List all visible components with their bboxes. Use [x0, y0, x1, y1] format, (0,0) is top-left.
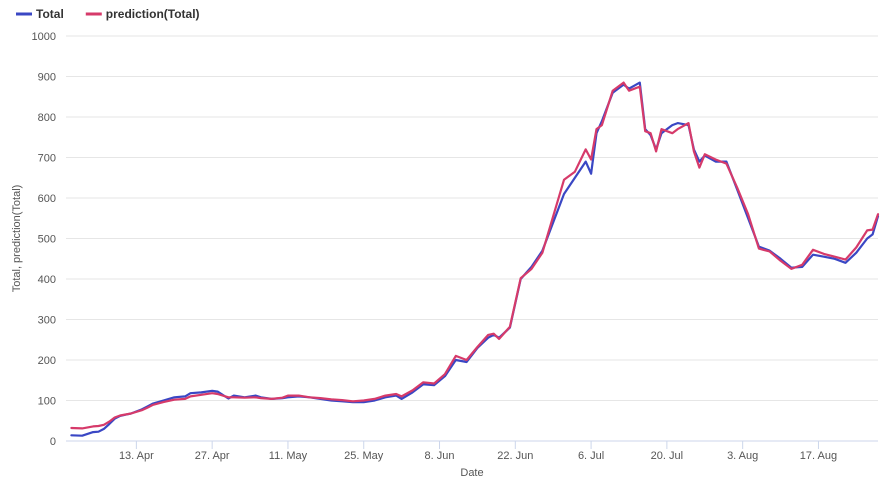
y-axis-ticks: 0 100 200 300 400 500 600 700 800 900 1000 — [32, 31, 56, 448]
y-tick-label: 800 — [38, 112, 56, 124]
series-line-prediction-total[interactable] — [70, 81, 880, 430]
legend-item-prediction-total[interactable]: prediction(Total) — [85, 7, 200, 21]
y-tick-label: 500 — [38, 234, 56, 246]
legend[interactable]: Total prediction(Total) — [16, 7, 200, 21]
y-axis-title: Total, prediction(Total) — [11, 185, 23, 293]
y-gridlines — [66, 35, 878, 401]
legend-label: prediction(Total) — [106, 7, 200, 21]
legend-label: Total — [36, 7, 64, 21]
legend-item-total[interactable]: Total — [16, 7, 64, 21]
x-tick-label: 11. May — [269, 450, 308, 462]
x-tick-label: 6. Jul — [578, 450, 604, 462]
y-tick-label: 600 — [38, 193, 56, 205]
x-tick-label: 17. Aug — [800, 450, 837, 462]
series-lines — [70, 81, 880, 437]
x-tick-label: 3. Aug — [727, 450, 758, 462]
y-tick-label: 400 — [38, 274, 56, 286]
series-line-total[interactable] — [70, 81, 880, 437]
y-tick-label: 1000 — [32, 31, 56, 43]
y-tick-label: 100 — [38, 396, 56, 408]
x-tick-label: 22. Jun — [497, 450, 533, 462]
x-tick-label: 27. Apr — [195, 450, 230, 462]
y-tick-label: 200 — [38, 355, 56, 367]
x-axis-ticks: 13. Apr 27. Apr 11. May 25. May 8. Jun 22. Ju… — [119, 441, 837, 462]
y-tick-label: 0 — [50, 436, 56, 448]
x-axis-title: Date — [460, 467, 483, 479]
x-tick-label: 8. Jun — [425, 450, 455, 462]
y-tick-label: 300 — [38, 315, 56, 327]
y-tick-label: 900 — [38, 72, 56, 84]
x-tick-label: 20. Jul — [651, 450, 683, 462]
y-tick-label: 700 — [38, 153, 56, 165]
x-tick-label: 13. Apr — [119, 450, 154, 462]
x-tick-label: 25. May — [344, 450, 384, 462]
